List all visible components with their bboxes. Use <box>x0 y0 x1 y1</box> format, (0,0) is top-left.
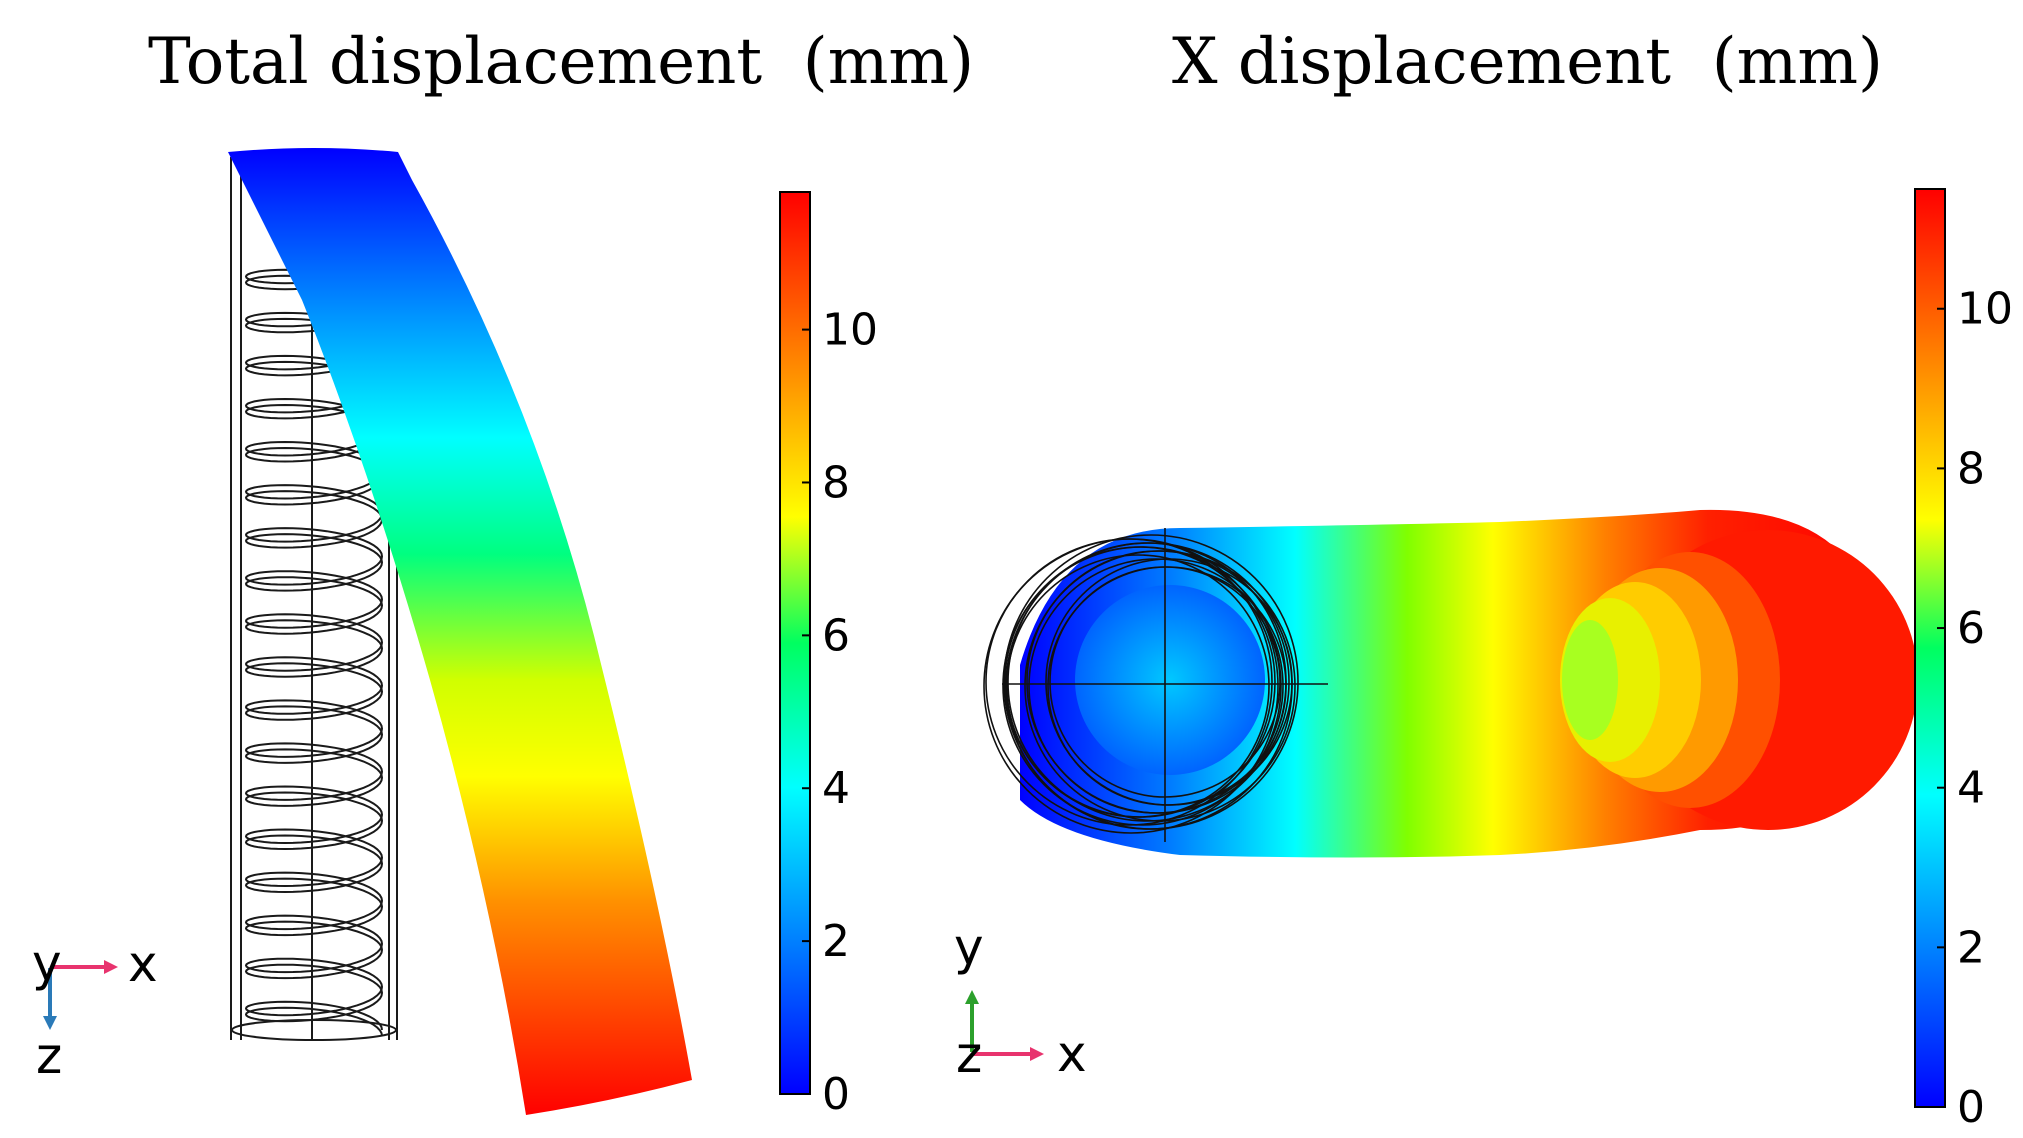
left-axis-triad: y x z <box>32 934 158 1085</box>
colorbar-tick-label: 0 <box>1957 1082 1985 1133</box>
colorbar-tick-label: 6 <box>1957 603 1985 654</box>
ring-wire <box>1003 534 1299 830</box>
right-triad-x-label: x <box>1057 1025 1087 1083</box>
right-deformed-tube <box>983 509 1918 858</box>
left-panel-title: Total displacement (mm) <box>148 25 975 99</box>
right-triad-z-label: z <box>956 1026 982 1084</box>
left-deformed-tube <box>228 148 692 1115</box>
colorbar-tick-label: 0 <box>822 1069 850 1120</box>
right-triad-y-label: y <box>954 918 984 976</box>
colorbar-tick-label: 8 <box>822 457 850 508</box>
colorbar-tick-label: 10 <box>1957 284 2013 335</box>
colorbar-tick-label: 10 <box>822 305 878 356</box>
right-colorbar: 0 2 4 6 8 10 <box>1914 188 2013 1133</box>
colorbar-tick-label: 8 <box>1957 443 1985 494</box>
colorbar-tick-label: 2 <box>1957 922 1985 973</box>
left-triad-z-label: z <box>36 1027 62 1085</box>
right-axis-triad: y z x <box>954 918 1087 1084</box>
colorbar-tick-label: 4 <box>1957 763 1985 814</box>
colorbar-tick-label: 6 <box>822 610 850 661</box>
left-colorbar: 0 2 4 6 8 10 <box>779 191 878 1120</box>
left-triad-x-label: x <box>128 935 158 993</box>
right-panel-title: X displacement (mm) <box>1172 25 1883 99</box>
colorbar-tick-label: 2 <box>822 916 850 967</box>
left-triad-y-label: y <box>32 934 62 992</box>
colorbar-tick-label: 4 <box>822 763 850 814</box>
ring-wire <box>983 538 1279 834</box>
